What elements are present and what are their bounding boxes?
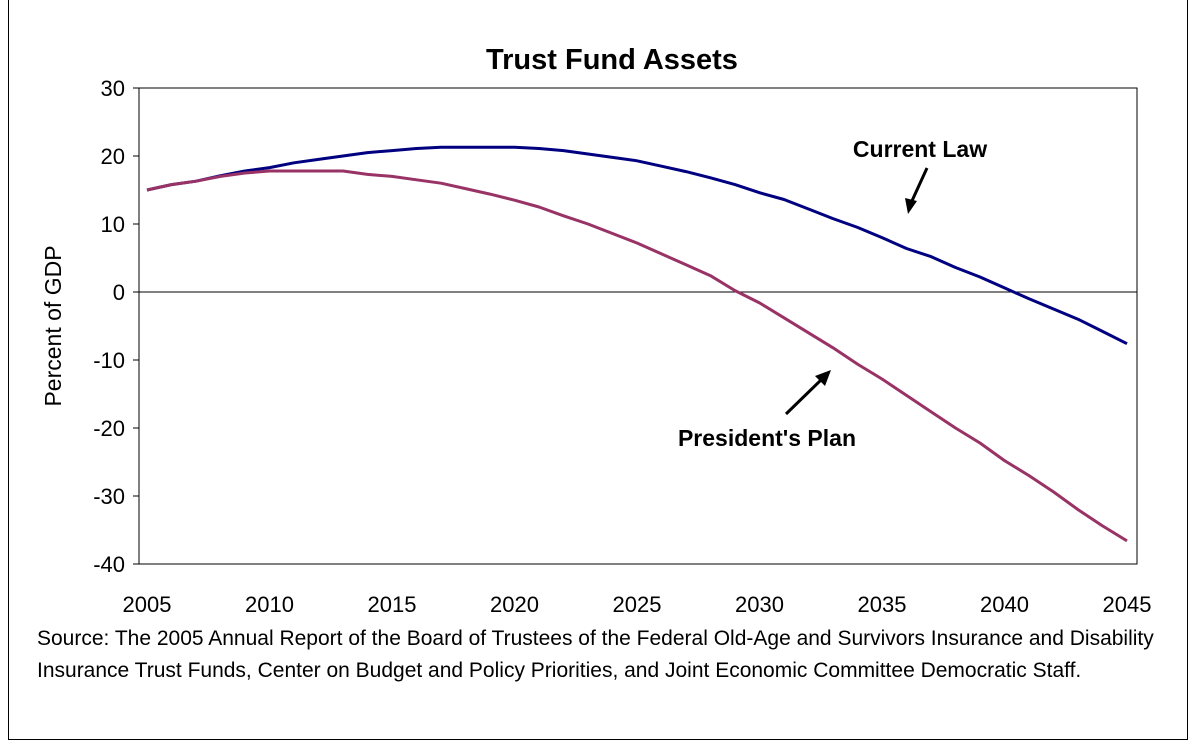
x-tick-label: 2040 (980, 592, 1029, 617)
y-tick-label: -30 (93, 484, 125, 509)
y-tick-label: -40 (93, 552, 125, 577)
y-tick-label: 0 (113, 280, 125, 305)
y-axis: 30 20 10 0 -10 -20 -30 -40 (93, 76, 139, 577)
presidents-plan-arrow-shaft (784, 377, 824, 416)
x-tick-label: 2035 (858, 592, 907, 617)
x-tick-label: 2005 (123, 592, 172, 617)
y-tick-label: -10 (93, 348, 125, 373)
plot-area (138, 87, 1138, 565)
x-tick-label: 2045 (1103, 592, 1152, 617)
x-tick-label: 2010 (245, 592, 294, 617)
y-tick-label: 30 (101, 76, 125, 101)
x-tick-label: 2030 (735, 592, 784, 617)
source-note: Source: The 2005 Annual Report of the Bo… (37, 627, 1154, 682)
y-tick-label: -20 (93, 416, 125, 441)
current-law-label: Current Law (853, 136, 987, 162)
chart-frame (8, 0, 1188, 740)
x-axis: 2005 2010 2015 2020 2025 2030 2035 2040 2045 (123, 592, 1152, 617)
series-group (146, 145, 1128, 543)
current-law-arrow-head (905, 198, 917, 214)
current-law-line (146, 145, 1128, 346)
presidents-plan-label: President's Plan (678, 425, 856, 451)
y-axis-title: Percent of GDP (40, 245, 66, 406)
current-law-arrow-shaft (909, 167, 929, 204)
presidents-plan-arrow-head (815, 370, 831, 386)
presidents-plan-line (146, 169, 1128, 543)
y-tick-label: 10 (101, 212, 125, 237)
x-tick-label: 2020 (490, 592, 539, 617)
y-tick-label: 20 (101, 144, 125, 169)
chart-title: Trust Fund Assets (486, 44, 738, 76)
x-tick-label: 2025 (613, 592, 662, 617)
x-tick-label: 2015 (368, 592, 417, 617)
